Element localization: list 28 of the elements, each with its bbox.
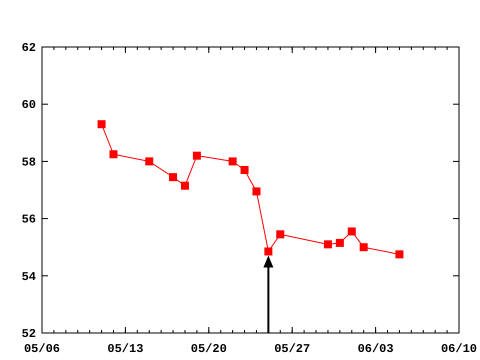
x-tick-label: 05/27 [274, 342, 310, 356]
y-tick-label: 60 [22, 98, 36, 112]
point [264, 247, 272, 256]
point [360, 243, 368, 252]
point [276, 230, 284, 238]
y-tick-label: 62 [22, 41, 36, 55]
point [98, 120, 106, 128]
point [252, 187, 260, 196]
point [395, 250, 404, 258]
point [228, 157, 237, 166]
point [180, 182, 189, 190]
x-tick-label: 05/20 [190, 342, 227, 356]
point [240, 166, 249, 174]
x-tick-label: 05/13 [107, 342, 144, 356]
y-tick-label: 58 [22, 155, 36, 170]
x-tick-label: 05/06 [24, 342, 60, 356]
point [109, 150, 118, 158]
y-tick-label: 52 [22, 327, 36, 341]
y-tick-label: 54 [22, 270, 36, 284]
point [324, 240, 332, 248]
x-tick-label: 06/03 [358, 342, 394, 356]
y-tick-label: 56 [22, 212, 36, 227]
point [169, 173, 178, 182]
point [348, 227, 356, 236]
point [336, 238, 344, 247]
point [192, 152, 201, 160]
point [145, 157, 154, 166]
x-tick-label: 06/10 [440, 342, 478, 356]
